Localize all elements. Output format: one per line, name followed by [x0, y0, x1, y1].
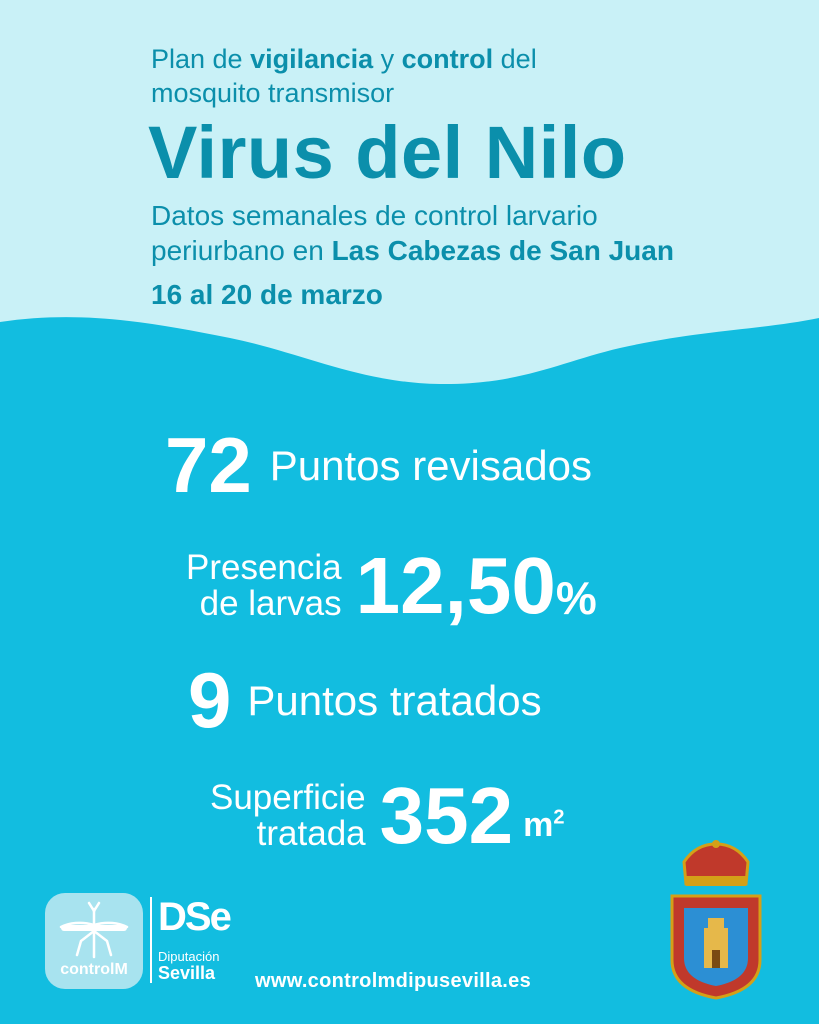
- diputacion-label: Diputación: [158, 949, 220, 964]
- dse-mark: DSe: [158, 895, 232, 939]
- logo-divider: [150, 897, 152, 983]
- points-reviewed-label: Puntos revisados: [269, 441, 592, 489]
- intro-text: Plan de vigilancia y control del mosquito…: [151, 44, 537, 108]
- points-treated-value: 9: [188, 656, 232, 744]
- controlm-logo: controlM: [45, 893, 143, 989]
- header-wave-background: [0, 0, 819, 385]
- subtitle: Datos semanales de control larvario periu…: [151, 200, 674, 266]
- sevilla-label: Sevilla: [158, 963, 216, 983]
- points-reviewed-value: 72: [165, 421, 252, 509]
- surface-unit: m2: [523, 805, 565, 844]
- website-link[interactable]: www.controlmdipusevilla.es: [255, 970, 532, 992]
- surface-label: Superficie tratada: [210, 778, 366, 853]
- stat-points-reviewed: 72 Puntos revisados: [165, 420, 592, 511]
- stat-points-treated: 9 Puntos tratados: [188, 655, 542, 746]
- stat-surface-treated: Superficie tratada 352 m2: [210, 770, 564, 862]
- mosquito-icon: [59, 901, 129, 959]
- points-treated-label: Puntos tratados: [247, 676, 542, 724]
- coat-of-arms-icon: [670, 840, 762, 1000]
- surface-value: 352: [379, 771, 514, 860]
- date-range: 16 al 20 de marzo: [151, 279, 383, 310]
- stat-larvae-presence: Presencia de larvas 12,50 %: [186, 540, 597, 632]
- larvae-unit: %: [555, 572, 597, 624]
- page-title: Virus del Nilo: [148, 111, 627, 194]
- larvae-label: Presencia de larvas: [186, 548, 342, 623]
- header: Plan de vigilancia y control del mosquito…: [148, 42, 674, 312]
- controlm-label: controlM: [60, 961, 128, 978]
- larvae-value: 12,50: [355, 541, 556, 630]
